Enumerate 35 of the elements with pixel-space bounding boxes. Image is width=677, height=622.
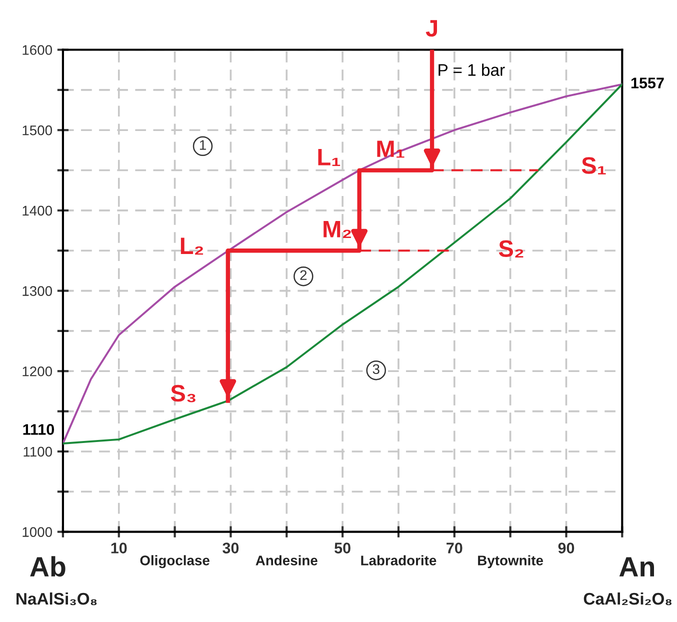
x-tick-label: 70 [446, 542, 462, 554]
annotation: L₁ [318, 149, 340, 166]
annotation: P = 1 bar [438, 64, 505, 76]
annotation: 1557 [631, 78, 664, 88]
annotation: S₃ [170, 384, 196, 402]
x-tick-label: 90 [558, 542, 574, 554]
text: CaAl₂Si₂O₈ [584, 592, 672, 606]
y-tick-label: 1400 [22, 206, 52, 216]
annotation: S₂ [498, 240, 524, 258]
text: Andesine [256, 555, 318, 566]
annotation: 2 [300, 270, 307, 280]
y-tick-label: 1100 [24, 446, 52, 457]
text: NaAlSi₃O₈ [16, 592, 97, 606]
annotation: L₂ [180, 238, 204, 255]
text: Bytownite [478, 555, 544, 568]
annotation: 3 [372, 364, 380, 374]
y-tick-label: 1300 [22, 286, 52, 296]
annotation: S₁ [582, 157, 606, 174]
annotation: 1 [200, 140, 206, 150]
y-tick-label: 1000 [22, 527, 52, 537]
x-tick-label: 50 [334, 542, 350, 554]
text: An [619, 557, 654, 576]
x-tick-label: 30 [222, 542, 239, 554]
annotation: M₂ [324, 221, 351, 238]
annotation: M₁ [377, 140, 404, 158]
line-series [62, 83, 622, 444]
annotation: J [426, 20, 437, 37]
y-tick-label: 1500 [22, 125, 52, 136]
x-tick-label: 10 [111, 542, 127, 554]
text: Labradorite [361, 555, 436, 566]
y-tick-label: 1200 [22, 366, 52, 376]
text: Oligoclase [140, 555, 210, 568]
y-tick-label: 1600 [22, 45, 52, 55]
annotation: 1110 [23, 424, 54, 435]
text: Ab [30, 556, 66, 577]
